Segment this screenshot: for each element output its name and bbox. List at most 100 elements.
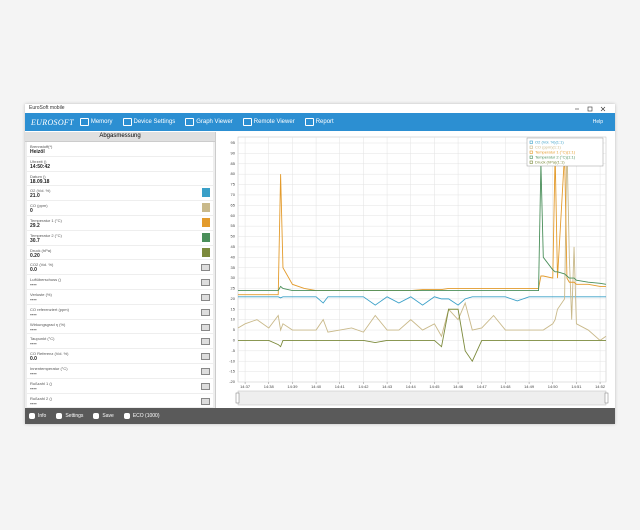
y-tick-label: 80 xyxy=(231,171,236,176)
toolbar-icon xyxy=(185,118,195,126)
y-tick-label: 85 xyxy=(231,161,236,166)
help-button[interactable]: Help xyxy=(592,119,603,125)
panel-row: Temperatur 1 (°C) 29.2 xyxy=(27,215,213,230)
footer-icon xyxy=(123,413,130,419)
footer-item[interactable]: Info xyxy=(29,413,46,419)
footer-item[interactable]: Settings xyxy=(56,413,83,419)
row-icon[interactable] xyxy=(201,279,210,287)
color-swatch[interactable] xyxy=(202,247,210,257)
row-value: 18.09.18 xyxy=(30,178,50,185)
row-icon[interactable] xyxy=(201,293,210,301)
legend-label: CO (ppm)(1:1) xyxy=(535,144,561,149)
footer-bar: Info Settings Save ECO (1000) xyxy=(25,408,615,424)
footer-label: Info xyxy=(38,413,47,419)
panel-row: Datum () 18.09.18 xyxy=(27,171,213,186)
row-icon[interactable] xyxy=(201,323,210,331)
toolbar-icon xyxy=(304,118,314,126)
legend-box xyxy=(526,137,604,167)
panel-row: CO Referenz (Vol. %) 0.0 xyxy=(27,349,213,363)
y-tick-label: -20 xyxy=(229,379,236,384)
legend-label: Temperatur 2 (°C)(1:1) xyxy=(535,154,576,159)
row-value: 0.0 xyxy=(30,356,37,363)
row-value: ---- xyxy=(30,326,37,333)
y-tick-label: 40 xyxy=(231,254,236,259)
panel-row: Wirkungsgrad η (%) ---- xyxy=(27,319,213,334)
y-tick-label: 95 xyxy=(231,140,236,145)
y-tick-label: 90 xyxy=(231,150,236,155)
toolbar-item[interactable]: Device Settings xyxy=(122,118,175,126)
x-tick-label: 14:41 xyxy=(335,384,346,389)
x-tick-label: 14:52 xyxy=(595,384,606,389)
row-value: 29.2 xyxy=(30,222,40,229)
y-tick-label: 5 xyxy=(233,327,236,332)
row-icon[interactable] xyxy=(201,353,210,361)
color-swatch[interactable] xyxy=(202,232,210,242)
x-tick-label: 14:38 xyxy=(264,384,275,389)
row-icon[interactable] xyxy=(201,338,210,346)
y-tick-label: 50 xyxy=(231,234,236,239)
footer-item[interactable]: Save xyxy=(93,413,114,419)
row-label: CO (ppm) xyxy=(30,203,48,209)
row-label: Luftüberschuss () xyxy=(30,277,61,283)
row-value: ---- xyxy=(30,400,37,407)
panel-row: Druck (hPa) 0.20 xyxy=(27,245,213,260)
window-controls[interactable] xyxy=(571,104,611,113)
row-icon[interactable] xyxy=(201,264,210,272)
y-tick-label: 45 xyxy=(231,244,236,249)
row-icon[interactable] xyxy=(201,367,210,375)
toolbar-icon xyxy=(242,118,252,126)
x-tick-label: 14:42 xyxy=(358,384,369,389)
toolbar-item[interactable]: Report xyxy=(304,118,334,126)
legend-marker xyxy=(529,155,533,159)
footer-icon xyxy=(93,413,100,419)
series-line xyxy=(238,153,606,296)
legend-label: O2 (Vol. %)(1:1) xyxy=(535,139,564,144)
measurement-panel: Abgasmessung Brennstoff(*) Heizöl Uhrzeit … xyxy=(25,132,216,408)
row-value: ---- xyxy=(30,341,37,348)
y-tick-label: 35 xyxy=(231,265,236,270)
footer-label: Settings xyxy=(65,413,84,419)
y-tick-label: -15 xyxy=(229,369,236,374)
x-tick-label: 14:51 xyxy=(571,384,582,389)
row-icon[interactable] xyxy=(201,382,210,390)
y-tick-label: 60 xyxy=(231,213,236,218)
series-line xyxy=(238,296,606,306)
row-label: Verluste (%) xyxy=(30,291,52,297)
legend-marker xyxy=(529,150,533,154)
title-bar: EuroSoft mobile xyxy=(25,104,615,113)
y-tick-label: 65 xyxy=(231,202,236,207)
legend-label: Temperatur 1 (°C)(1:1) xyxy=(535,149,576,154)
x-tick-label: 14:48 xyxy=(500,384,511,389)
panel-row: Innentemperatur (°C) ---- xyxy=(27,363,213,378)
x-tick-label: 14:43 xyxy=(382,384,393,389)
range-navigator xyxy=(237,390,607,406)
toolbar-item[interactable]: Remote Viewer xyxy=(242,118,295,126)
y-tick-label: 15 xyxy=(231,306,236,311)
legend-marker xyxy=(529,140,533,144)
row-icon[interactable] xyxy=(201,308,210,316)
row-label: Druck (hPa) xyxy=(30,247,52,253)
row-label: CO Referenz (Vol. %) xyxy=(30,351,69,357)
y-tick-label: 70 xyxy=(231,192,236,197)
row-icon[interactable] xyxy=(201,397,210,405)
row-label: CO2 (Vol. %) xyxy=(30,262,54,268)
color-swatch[interactable] xyxy=(202,203,210,213)
toolbar-label: Memory xyxy=(90,119,113,125)
color-swatch[interactable] xyxy=(202,188,210,198)
y-tick-label: 30 xyxy=(231,275,236,280)
toolbar-item[interactable]: Graph Viewer xyxy=(185,118,233,126)
toolbar-icon xyxy=(79,118,89,126)
y-tick-label: 55 xyxy=(231,223,236,228)
row-label: Brennstoff(*) xyxy=(30,144,53,149)
footer-item[interactable]: ECO (1000) xyxy=(123,413,160,419)
panel-row: Uhrzeit () 14:50:42 xyxy=(27,156,213,171)
x-tick-label: 14:49 xyxy=(524,384,535,389)
toolbar-label: Graph Viewer xyxy=(196,119,233,125)
y-tick-label: 75 xyxy=(231,182,236,187)
color-swatch[interactable] xyxy=(202,217,210,227)
x-tick-label: 14:44 xyxy=(406,384,417,389)
plot-area xyxy=(237,136,607,383)
legend-marker xyxy=(529,145,533,149)
x-tick-label: 14:50 xyxy=(548,384,559,389)
toolbar-item[interactable]: Memory xyxy=(79,118,113,126)
